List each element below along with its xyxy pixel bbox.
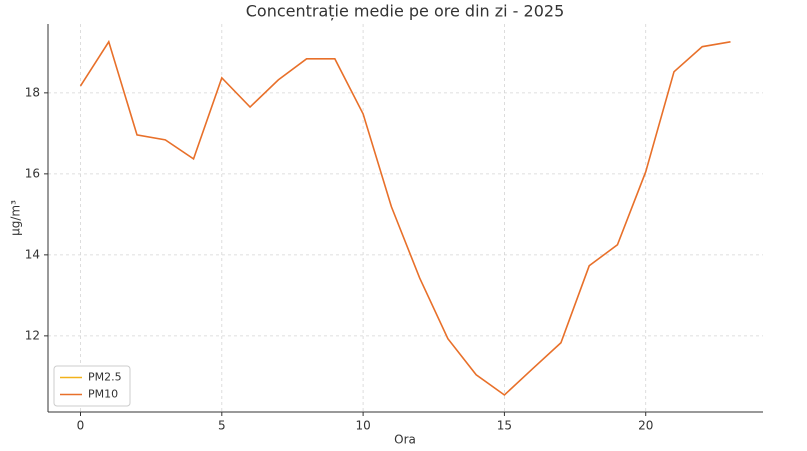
legend-box	[53, 365, 131, 407]
legend-label: PM10	[88, 388, 118, 401]
y-tick-label: 12	[25, 328, 40, 342]
line	[79, 39, 731, 397]
chart-title: Concentrație medie pe ore din zi - 2025	[246, 2, 565, 21]
x-tick-label: 10	[355, 419, 370, 433]
y-tick-label: 18	[25, 85, 40, 99]
y-tick-label: 16	[25, 166, 40, 180]
x-tick-label: 20	[638, 419, 653, 433]
y-tick-label: 14	[25, 247, 40, 261]
x-tick-label: 0	[77, 419, 85, 433]
x-tick-label: 15	[497, 419, 512, 433]
y-axis-label: µg/m³	[9, 200, 23, 236]
legend-label: PM2.5	[88, 371, 122, 384]
x-tick-label: 5	[218, 419, 226, 433]
x-axis-label: Ora	[394, 433, 416, 447]
